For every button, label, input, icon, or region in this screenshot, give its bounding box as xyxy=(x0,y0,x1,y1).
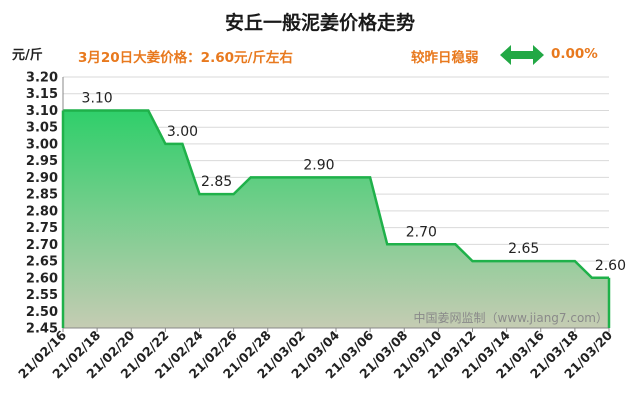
y-tick-label: 2.90 xyxy=(26,171,58,186)
y-tick-label: 2.65 xyxy=(26,255,58,270)
y-tick-label: 2.70 xyxy=(26,238,58,253)
y-tick-label: 2.45 xyxy=(26,322,58,337)
data-label: 3.00 xyxy=(167,124,198,140)
y-tick-label: 3.00 xyxy=(26,137,58,152)
data-labels: 3.10 3.00 2.85 2.90 2.70 2.65 2.60 xyxy=(82,90,626,273)
y-tick-label: 3.15 xyxy=(26,87,58,102)
chart-title: 安丘一般泥姜价格走势 xyxy=(224,12,415,34)
data-label: 2.70 xyxy=(406,224,437,240)
data-label: 2.85 xyxy=(201,174,232,190)
y-tick-label: 2.50 xyxy=(26,305,58,320)
y-tick-label: 2.55 xyxy=(26,288,58,303)
y-tick-label: 3.05 xyxy=(26,121,58,136)
change-value: 0.00% xyxy=(551,46,598,62)
double-arrow-icon xyxy=(500,45,544,65)
data-label: 3.10 xyxy=(82,90,113,106)
y-tick-label: 2.80 xyxy=(26,204,58,219)
y-tick-label: 2.75 xyxy=(26,221,58,236)
change-label: 较昨日稳弱 xyxy=(411,50,479,66)
data-label: 2.65 xyxy=(508,241,539,257)
price-line xyxy=(63,109,609,280)
x-tick-labels: 21/02/1621/02/1821/02/2021/02/2221/02/24… xyxy=(15,327,615,381)
price-note: 3月20日大姜价格：2.60元/斤左右 xyxy=(78,50,293,66)
data-label: 2.60 xyxy=(595,258,626,274)
price-area xyxy=(63,110,609,328)
y-tick-label: 2.60 xyxy=(26,271,58,286)
y-axis-unit: 元/斤 xyxy=(12,48,43,63)
watermark: 中国姜网监制（www.jiang7.com） xyxy=(414,310,608,325)
y-tick-label: 3.10 xyxy=(26,104,58,119)
data-label: 2.90 xyxy=(303,157,334,173)
y-tick-label: 2.85 xyxy=(26,188,58,203)
y-tick-labels: 3.203.15 3.10 3.053.00 2.95 2.90 2.852.80 2.75… xyxy=(26,71,58,337)
y-tick-label: 2.95 xyxy=(26,154,58,169)
y-tick-label: 3.20 xyxy=(26,71,58,86)
